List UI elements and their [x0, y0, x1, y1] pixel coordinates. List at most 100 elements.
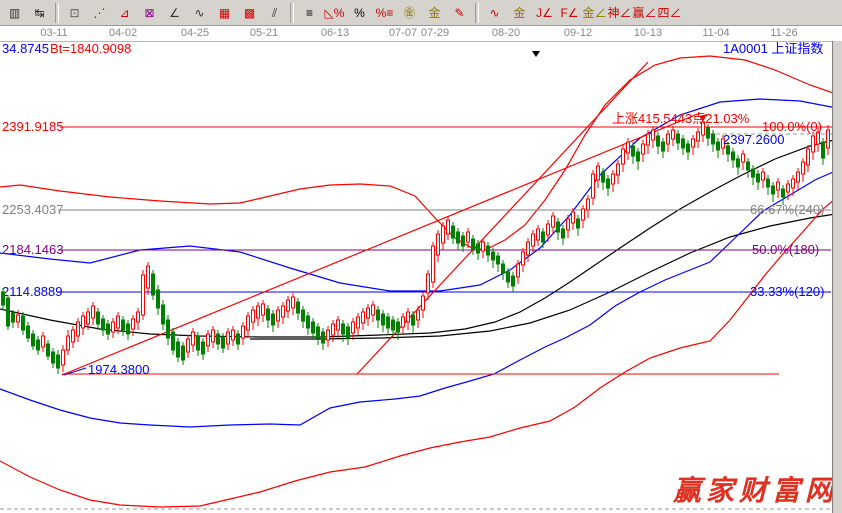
candle-body	[186, 338, 190, 353]
f-line-tool-button[interactable]: F∠	[557, 1, 582, 25]
candle-body	[66, 335, 70, 351]
candle-body	[96, 311, 100, 325]
candle-body	[481, 241, 485, 252]
level-label-2184.1463: 2184.1463	[2, 242, 63, 257]
candle-body	[631, 145, 635, 157]
width-measure-tool-button[interactable]: ↹	[27, 1, 52, 25]
candle-body	[221, 336, 225, 349]
candle-body	[476, 243, 480, 254]
date-label-09-12: 09-12	[563, 27, 593, 39]
candle-body	[156, 289, 160, 309]
candle-body	[121, 319, 125, 331]
candle-body	[661, 141, 665, 152]
candle-body	[516, 263, 520, 278]
percent-tool-icon: %	[354, 5, 365, 20]
candle-body	[611, 173, 615, 185]
gold-circle-tool-button[interactable]: ㊎	[397, 1, 422, 25]
retracement-label-50.0%(180): 50.0%(180)	[752, 242, 819, 257]
candle-body	[696, 131, 700, 142]
percent-tool-button[interactable]: %	[347, 1, 372, 25]
parallel-lines-tool-icon: ⫽	[271, 5, 278, 20]
candle-body	[491, 251, 495, 261]
candle-body	[826, 129, 830, 149]
angle-line-tool-icon: ∠	[169, 5, 180, 20]
candle-body	[181, 345, 185, 361]
candle-body	[681, 138, 685, 149]
parallel-lines-tool-button[interactable]: ⫽	[262, 1, 287, 25]
candle-body	[676, 133, 680, 144]
date-label-06-13: 06-13	[320, 27, 350, 39]
grid-tool-button[interactable]: ▦	[212, 1, 237, 25]
fan-grid-box-tool-icon: ⊠	[144, 5, 155, 20]
candle-body	[6, 297, 10, 327]
retracement-label-100.0%(0): 100.0%(0)	[762, 119, 822, 134]
candle-body	[56, 354, 60, 369]
candle-body	[101, 318, 105, 331]
price-ladder-tool-button[interactable]: ≡	[297, 1, 322, 25]
gold-bars-tool-icon: 金	[428, 5, 441, 20]
level-label-2253.4037: 2253.4037	[2, 202, 63, 217]
candle-body	[41, 335, 45, 348]
candle-body	[571, 211, 575, 224]
shen-line-tool-button[interactable]: 神∠	[607, 1, 632, 25]
candle-body	[151, 273, 155, 296]
candle-body	[786, 183, 790, 193]
candle-body	[531, 233, 535, 247]
candle-body	[486, 245, 490, 256]
annotate-brush-tool-icon: ✎	[454, 5, 465, 20]
date-label-04-25: 04-25	[180, 27, 210, 39]
candle-body	[591, 173, 595, 199]
blue-upper-line	[0, 98, 842, 292]
annotate-brush-tool-button[interactable]: ✎	[447, 1, 472, 25]
candle-body	[136, 311, 140, 323]
fan-box-tool-button[interactable]: ⊿	[112, 1, 137, 25]
angle-line-tool-button[interactable]: ∠	[162, 1, 187, 25]
candle-body	[671, 129, 675, 140]
gold-line-tool-button[interactable]: 金∠	[582, 1, 607, 25]
ying-line-tool-button[interactable]: 赢∠	[632, 1, 657, 25]
ying-line-tool-icon: 赢∠	[632, 5, 657, 20]
zigzag-wave-tool-button[interactable]: ∿	[187, 1, 212, 25]
j-line-tool-button[interactable]: J∠	[532, 1, 557, 25]
candle-body	[361, 311, 365, 324]
candle-body	[666, 133, 670, 145]
fan-grid-box-tool-button[interactable]: ⊠	[137, 1, 162, 25]
candle-body	[466, 231, 470, 243]
candle-body	[216, 333, 220, 345]
si-line-tool-button[interactable]: 四∠	[657, 1, 682, 25]
candle-body	[51, 351, 55, 364]
candle-body	[331, 323, 335, 336]
candle-body	[211, 329, 215, 343]
scale-ruler-tool-button[interactable]: ▥	[2, 1, 27, 25]
candle-body	[761, 171, 765, 181]
gann-fan-tool-button[interactable]: ⋰	[87, 1, 112, 25]
candle-body	[16, 314, 20, 323]
candle-body	[76, 321, 80, 337]
candle-body	[606, 178, 610, 189]
gold-bars-tool-button[interactable]: 金	[422, 1, 447, 25]
shen-line-tool-icon: 神∠	[607, 5, 632, 20]
candle-body	[821, 141, 825, 159]
candle-body	[31, 333, 35, 347]
candle-body	[276, 309, 280, 322]
date-label-11-04: 11-04	[702, 27, 730, 39]
steep-trendline[interactable]	[356, 61, 649, 375]
grid-arrow-tool-button[interactable]: ▩	[237, 1, 262, 25]
candle-body	[616, 163, 620, 176]
percent-lines-tool-button[interactable]: %≡	[372, 1, 397, 25]
candle-body	[376, 309, 380, 321]
gold-tool-button[interactable]: 金	[507, 1, 532, 25]
percent-triangle-tool-button[interactable]: ◺%	[322, 1, 347, 25]
candle-body	[766, 178, 770, 188]
candle-body	[446, 219, 450, 235]
toolbar-separator	[475, 2, 479, 23]
candle-body	[206, 333, 210, 347]
box-range-tool-button[interactable]: ⊡	[62, 1, 87, 25]
wave-curve-tool-button[interactable]: ∿	[482, 1, 507, 25]
candle-body	[511, 275, 515, 287]
symbol-title: 1A0001 上证指数	[723, 41, 823, 56]
candle-body	[81, 315, 85, 329]
candle-body	[26, 325, 30, 339]
candle-body	[731, 151, 735, 161]
